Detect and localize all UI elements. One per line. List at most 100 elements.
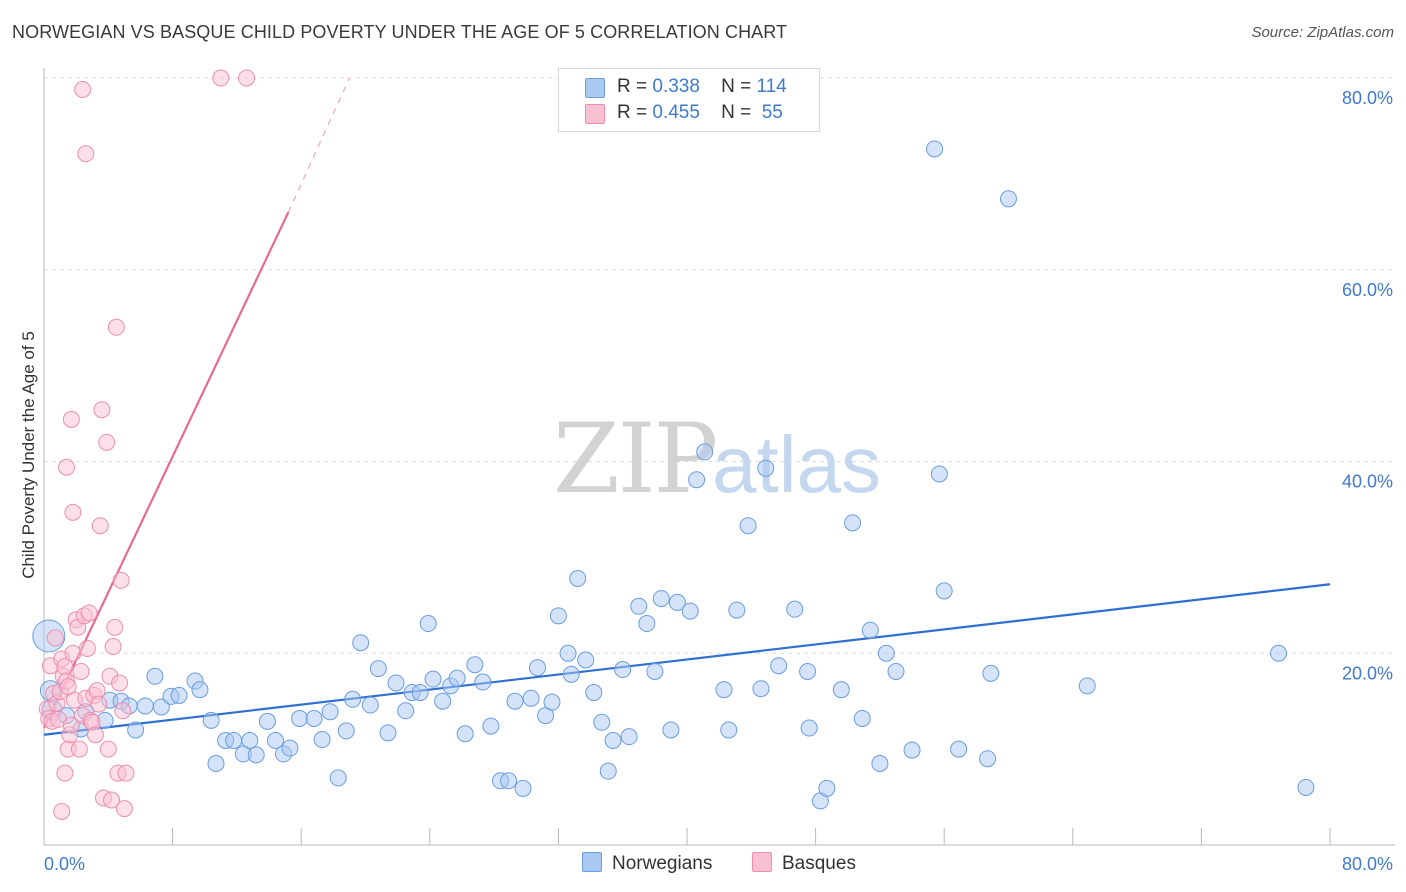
basque-point xyxy=(53,802,71,820)
norwegian-point xyxy=(630,597,648,615)
bottom-legend-label: Basques xyxy=(782,853,856,874)
norwegian-point xyxy=(786,600,804,618)
x-tick-labels: 0.0% 80.0% xyxy=(44,854,1393,874)
basque-point xyxy=(62,410,80,428)
basque-point xyxy=(114,702,132,720)
norwegian-point xyxy=(127,721,145,739)
norwegian-point xyxy=(321,703,339,721)
norwegian-point xyxy=(291,709,309,727)
basque-point xyxy=(103,791,121,809)
norwegian-point xyxy=(1000,190,1017,208)
basque-point xyxy=(58,458,76,476)
norwegian-point xyxy=(337,722,355,740)
basque-point xyxy=(98,433,116,451)
bottom-legend-swatch-basques xyxy=(752,852,772,872)
norwegian-point xyxy=(506,692,524,710)
norwegian-point xyxy=(379,724,397,742)
norwegian-point xyxy=(662,721,680,739)
axes xyxy=(43,68,1395,846)
norwegian-point xyxy=(369,660,387,678)
norwegian-point xyxy=(424,670,442,688)
basque-point xyxy=(212,69,230,87)
legend-n-value: 114 xyxy=(756,76,787,97)
norwegian-point xyxy=(715,681,733,699)
basque-point xyxy=(238,69,256,87)
norwegian-point xyxy=(652,590,670,608)
norwegian-point xyxy=(800,719,818,737)
norwegian-point xyxy=(562,665,580,683)
y-tick-label: 20.0% xyxy=(1342,663,1393,683)
basque-point xyxy=(72,662,90,680)
x-tick-label: 80.0% xyxy=(1342,854,1393,874)
norwegian-point xyxy=(599,762,617,780)
watermark-zip: ZIP xyxy=(553,403,716,515)
norwegian-point xyxy=(681,602,699,620)
legend-r-value: 0.455 xyxy=(652,102,700,123)
norwegian-point xyxy=(136,697,154,715)
basque-point xyxy=(99,740,117,758)
norwegian-point xyxy=(207,755,225,773)
norwegian-point xyxy=(799,662,817,680)
norwegian-point xyxy=(549,607,567,625)
y-tick-label: 60.0% xyxy=(1342,280,1393,300)
norwegian-point xyxy=(434,692,452,710)
norwegian-point xyxy=(770,657,788,675)
norwegian-point xyxy=(593,713,611,731)
norwegian-point xyxy=(950,740,968,758)
norwegian-point xyxy=(577,651,595,669)
norwegian-point xyxy=(146,667,164,685)
bottom-legend-basques: Basques xyxy=(752,852,856,875)
norwegian-point xyxy=(646,662,664,680)
watermark: ZIP atlas xyxy=(553,403,881,515)
norwegian-point xyxy=(757,459,775,477)
basque-point xyxy=(64,503,82,521)
legend-r-label: R = xyxy=(617,76,648,97)
norwegian-point xyxy=(935,582,953,600)
basque-point xyxy=(93,401,111,419)
basque-point xyxy=(80,604,98,622)
basques-points xyxy=(38,69,256,820)
norwegian-point xyxy=(397,702,415,720)
basque-point xyxy=(70,740,88,758)
basques-trend-extension xyxy=(287,77,350,213)
norwegian-point xyxy=(170,686,188,704)
norwegian-point xyxy=(456,725,474,743)
norwegian-point xyxy=(191,681,209,699)
norwegian-point xyxy=(861,621,879,639)
legend-r-value: 0.338 xyxy=(652,76,700,97)
norwegian-point xyxy=(620,728,638,746)
basque-point xyxy=(115,800,133,818)
norwegian-point xyxy=(638,615,656,633)
norwegian-point xyxy=(853,709,871,727)
norwegian-point xyxy=(543,693,561,711)
norwegian-point xyxy=(844,514,862,532)
norwegian-point xyxy=(926,140,944,158)
norwegian-point xyxy=(728,601,746,619)
norwegian-point xyxy=(411,684,429,702)
legend-swatch-norwegians xyxy=(585,78,605,98)
basque-point xyxy=(117,764,135,782)
norwegian-point xyxy=(305,709,323,727)
norwegian-point xyxy=(466,656,484,674)
legend-n-label: N = xyxy=(721,76,752,97)
norwegian-point xyxy=(1297,778,1315,796)
norwegian-point xyxy=(152,698,170,716)
y-tick-label: 80.0% xyxy=(1342,88,1393,108)
norwegian-point xyxy=(739,517,757,535)
basque-point xyxy=(111,674,129,692)
norwegian-point xyxy=(696,443,714,461)
source-label: Source: ZipAtlas.com xyxy=(1251,24,1394,41)
basque-point xyxy=(112,571,130,589)
norwegian-point xyxy=(930,465,948,483)
norwegian-point xyxy=(258,712,276,730)
y-axis-label: Child Poverty Under the Age of 5 xyxy=(19,331,38,579)
legend-n-value: 55 xyxy=(761,102,783,123)
bottom-legend-label: Norwegians xyxy=(612,853,713,874)
norwegian-point xyxy=(752,680,770,698)
gridlines xyxy=(44,77,1395,654)
norwegian-point xyxy=(688,471,706,489)
norwegian-point xyxy=(569,569,587,587)
norwegian-point xyxy=(225,731,243,749)
norwegian-point xyxy=(559,644,577,662)
